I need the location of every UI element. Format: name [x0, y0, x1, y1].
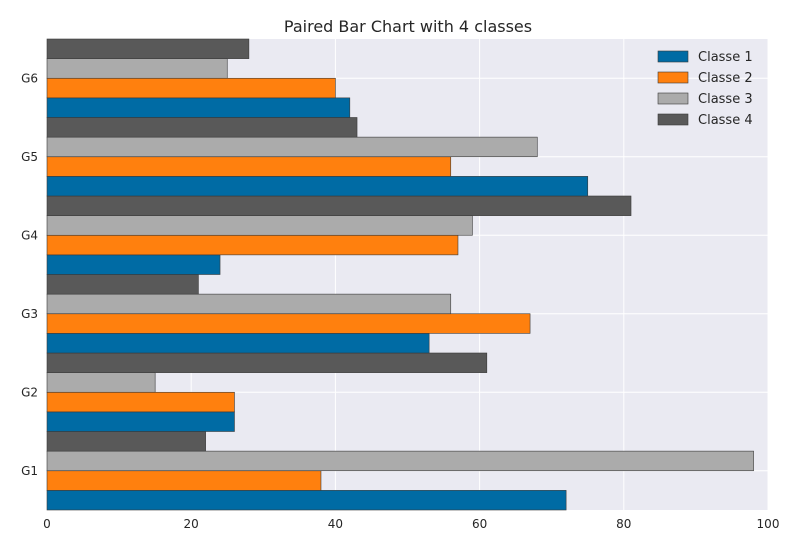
x-axis: 0 20 40 60 80 100 — [43, 517, 779, 531]
bar-g5-classe-4 — [46, 117, 358, 138]
chart-title: Paired Bar Chart with 4 classes — [284, 17, 532, 36]
bars-group — [46, 38, 754, 511]
legend-label: Classe 1 — [698, 50, 753, 65]
bar-g6-classe-1 — [46, 97, 351, 118]
y-axis: G1 G2 G3 G4 G5 G6 — [21, 71, 38, 478]
bar-g6-classe-2 — [46, 77, 336, 99]
bar-g1-classe-4 — [46, 431, 206, 452]
x-tick-label: 40 — [328, 517, 343, 531]
x-tick-label: 0 — [43, 517, 51, 531]
bar-g3-classe-1 — [46, 333, 430, 354]
bar-g1-classe-1 — [46, 490, 567, 511]
bar-g3-classe-2 — [46, 313, 531, 334]
legend-label: Classe 4 — [698, 113, 753, 128]
bar-g4-classe-4 — [46, 195, 632, 216]
legend-swatch — [657, 71, 689, 84]
y-tick-label: G6 — [21, 71, 38, 85]
y-tick-label: G3 — [21, 307, 38, 321]
y-tick-label: G1 — [21, 464, 38, 478]
bar-g6-classe-4 — [46, 38, 250, 59]
bar-g1-classe-2 — [46, 470, 322, 491]
y-tick-label: G4 — [21, 228, 38, 242]
x-tick-label: 80 — [616, 517, 631, 531]
legend-label: Classe 2 — [698, 71, 753, 86]
legend-swatch — [657, 113, 689, 126]
bar-g5-classe-2 — [46, 156, 452, 177]
legend: Classe 1 Classe 2 Classe 3 Classe 4 — [657, 50, 753, 128]
bar-g2-classe-4 — [46, 352, 488, 373]
legend-swatch — [657, 50, 689, 63]
x-tick-label: 20 — [184, 517, 199, 531]
legend-label: Classe 3 — [698, 92, 753, 107]
bar-g1-classe-3 — [46, 450, 754, 472]
bar-g3-classe-4 — [46, 274, 199, 295]
bar-g2-classe-1 — [46, 411, 235, 432]
bar-g4-classe-3 — [46, 215, 473, 236]
bar-g5-classe-1 — [46, 176, 589, 197]
bar-g4-classe-2 — [46, 234, 459, 256]
bar-g6-classe-3 — [46, 58, 228, 79]
bar-g5-classe-3 — [46, 136, 538, 158]
bar-g2-classe-3 — [46, 372, 156, 393]
bar-g3-classe-3 — [46, 293, 452, 315]
y-tick-label: G5 — [21, 150, 38, 164]
legend-swatch — [657, 92, 689, 105]
y-tick-label: G2 — [21, 385, 38, 399]
bar-g2-classe-2 — [46, 391, 235, 413]
x-tick-label: 60 — [472, 517, 487, 531]
bar-g4-classe-1 — [46, 254, 221, 275]
x-tick-label: 100 — [757, 517, 780, 531]
